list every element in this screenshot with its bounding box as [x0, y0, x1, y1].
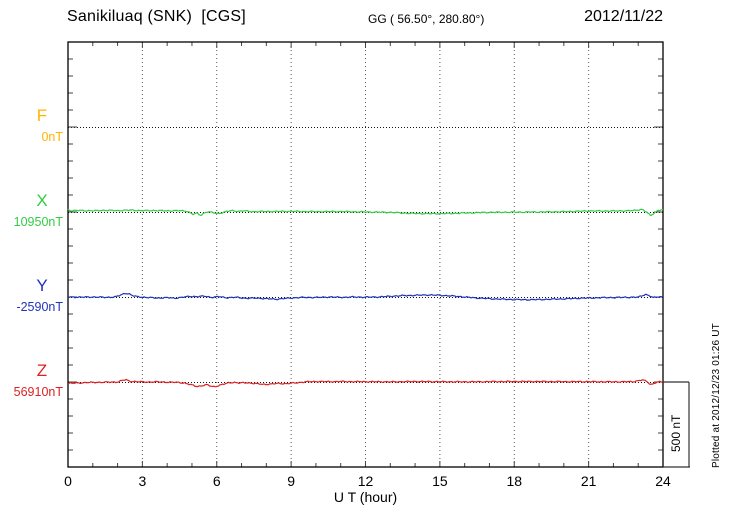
station-coordinates: GG ( 56.50°, 280.80°) — [368, 12, 485, 26]
trace-label-Y: Y — [36, 276, 48, 295]
plot-frame — [67, 41, 664, 468]
x-tick-label: 24 — [655, 473, 671, 489]
x-tick-label: 15 — [432, 473, 448, 489]
trace-label-F: F — [36, 106, 48, 125]
trace-Y — [67, 292, 664, 301]
x-tick-label: 21 — [580, 473, 597, 489]
trace-label-X: X — [36, 191, 48, 210]
trace-baseline-value-X: 10950nT — [13, 215, 63, 229]
plot-title: Sanikiluaq (SNK) [CGS] — [67, 8, 246, 25]
trace-label-Z: Z — [36, 361, 48, 380]
x-tick-label: 3 — [138, 473, 147, 489]
trace-Z — [67, 378, 664, 388]
trace-baseline-value-Z: 56910nT — [13, 385, 63, 399]
x-tick-label: 0 — [64, 473, 72, 489]
plotted-at-note: Plotted at 2012/12/23 01:26 UT — [711, 323, 722, 468]
trace-X — [67, 208, 664, 217]
plot-date: 2012/11/22 — [584, 8, 663, 25]
scale-bar-label: 500 nT — [669, 414, 683, 452]
x-tick-label: 12 — [357, 473, 374, 489]
trace-baseline-value-Y: -2590nT — [16, 300, 63, 314]
x-tick-label: 9 — [287, 473, 296, 489]
x-tick-label: 6 — [212, 473, 221, 489]
x-axis-label: U T (hour) — [333, 489, 398, 505]
x-tick-label: 18 — [506, 473, 523, 489]
trace-baseline-value-F: 0nT — [41, 130, 63, 144]
